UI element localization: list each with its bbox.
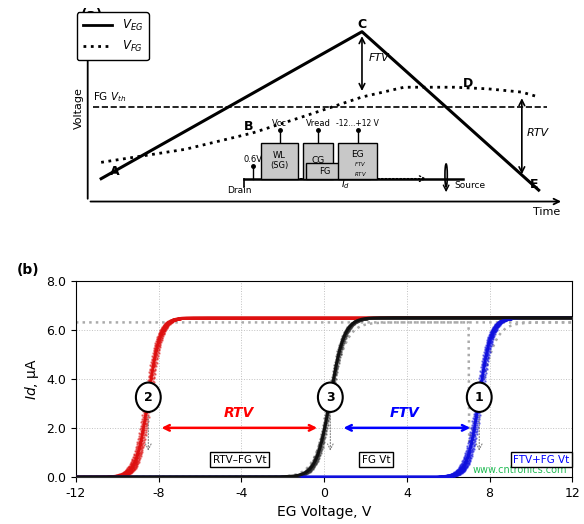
X-axis label: EG Voltage, V: EG Voltage, V [277,505,371,519]
Text: $_{FTV}$: $_{FTV}$ [354,160,367,169]
Text: EG: EG [352,150,364,159]
Text: Vcc: Vcc [272,119,287,128]
Text: Vread: Vread [306,119,331,128]
Text: B: B [244,119,253,133]
Text: Time: Time [533,208,561,217]
Bar [303,143,333,179]
Text: (b): (b) [16,263,39,277]
Text: Source: Source [454,181,486,190]
Text: 2: 2 [144,391,152,403]
Text: RTV–FG Vt: RTV–FG Vt [213,455,266,465]
Text: FG: FG [319,167,331,176]
Text: E: E [530,179,539,191]
Text: CG: CG [312,156,325,165]
Text: FTV: FTV [369,53,390,63]
Text: WL
(SG): WL (SG) [270,151,288,170]
Text: FTV: FTV [390,406,420,420]
Text: C: C [357,18,366,31]
Bar [338,143,377,179]
Text: FG $V_{th}$: FG $V_{th}$ [93,91,126,104]
Text: -12...+12 V: -12...+12 V [336,119,379,128]
Text: FTV+FG Vt: FTV+FG Vt [513,455,569,465]
Text: A: A [110,166,119,178]
Text: $_{RTV}$: $_{RTV}$ [354,170,367,179]
Text: Drain: Drain [227,187,251,195]
Text: D: D [463,77,473,90]
Text: Voltage: Voltage [74,88,84,129]
Text: $I_d$: $I_d$ [340,178,350,191]
Circle shape [467,383,492,412]
Text: RTV: RTV [224,406,255,420]
Legend: $V_{EG}$, $V_{FG}$: $V_{EG}$, $V_{FG}$ [77,13,149,60]
Text: 3: 3 [326,391,335,403]
Y-axis label: $Id$, μA: $Id$, μA [23,358,41,400]
Text: (a): (a) [81,8,103,21]
Circle shape [318,383,343,412]
Text: FG Vt: FG Vt [361,455,390,465]
Text: 0.6V: 0.6V [243,155,262,165]
Circle shape [136,383,161,412]
Text: 1: 1 [475,391,484,403]
Bar [307,163,370,180]
Text: RTV: RTV [527,128,549,138]
Text: www.cntronics.com: www.cntronics.com [473,465,567,475]
Bar [261,143,298,179]
